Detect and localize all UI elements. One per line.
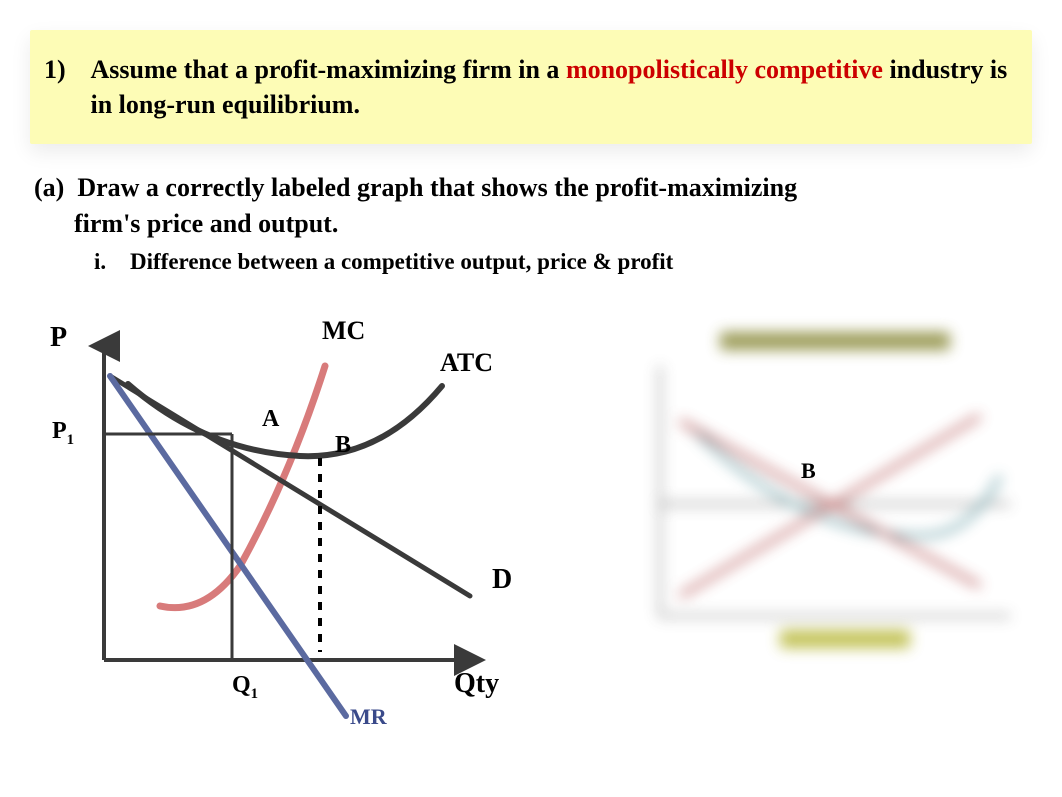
right-title-bar: [720, 332, 950, 350]
part-a-sub-text: Difference between a competitive output,…: [130, 249, 673, 274]
part-a-line2: firm's price and output.: [74, 206, 1034, 242]
q1-sub: 1: [251, 686, 258, 702]
chart-right: [620, 326, 1040, 676]
x-axis-label: Qty: [454, 668, 499, 700]
p1-label: P1: [52, 418, 74, 449]
right-c3: [690, 426, 1000, 536]
q1-text: Q: [232, 672, 251, 698]
part-a: (a) Draw a correctly labeled graph that …: [34, 170, 1034, 275]
part-a-sub-roman: i.: [94, 249, 130, 275]
part-a-text1: Draw a correctly labeled graph that show…: [77, 173, 797, 202]
p1-text: P: [52, 418, 67, 444]
atc-curve: [128, 384, 442, 456]
y-axis-label: P: [50, 322, 67, 354]
b-point-label: B: [335, 432, 351, 459]
page-root: 1) Assume that a profit-maximizing firm …: [0, 0, 1062, 797]
right-bottom-bar: [780, 630, 910, 648]
atc-label: ATC: [440, 348, 493, 378]
part-a-sub: i.Difference between a competitive outpu…: [94, 249, 1034, 275]
chart-left: P Qty MC ATC D MR P1 Q1 A B: [40, 306, 560, 746]
d-label: D: [492, 564, 512, 596]
question-body: Assume that a profit-maximizing firm in …: [91, 52, 1011, 122]
question-number: 1): [44, 52, 84, 87]
mr-curve: [110, 376, 346, 716]
question-prefix: Assume that a profit-maximizing firm in …: [91, 55, 566, 84]
mr-label: MR: [350, 704, 387, 730]
mc-label: MC: [322, 316, 365, 346]
part-a-label: (a): [34, 173, 64, 202]
q1-label: Q1: [232, 672, 258, 703]
question-text: 1) Assume that a profit-maximizing firm …: [44, 52, 1012, 122]
part-a-line1: (a) Draw a correctly labeled graph that …: [34, 170, 1034, 206]
question-box: 1) Assume that a profit-maximizing firm …: [30, 30, 1032, 144]
question-highlight: monopolistically competitive: [566, 55, 883, 84]
right-b-label: B: [801, 458, 816, 484]
p1-sub: 1: [67, 432, 74, 448]
chart-right-svg: [620, 326, 1040, 676]
a-point-label: A: [262, 406, 279, 433]
